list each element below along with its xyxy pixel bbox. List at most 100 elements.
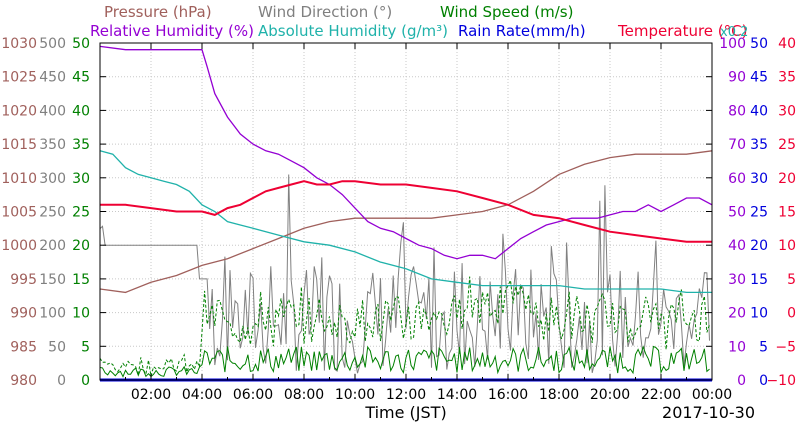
tick-label: 30: [72, 171, 90, 187]
tick-label: 450: [39, 70, 66, 86]
tick-label: 40: [750, 103, 768, 119]
series-temperature-line: [100, 180, 712, 243]
tick-label: 10: [728, 339, 746, 355]
tick-label: 1005: [1, 205, 37, 221]
series-wind-speed-line: [99, 345, 710, 378]
series-pressure-line: [99, 150, 713, 294]
tick-label: 995: [10, 272, 37, 288]
x-axis: 02:00 04:00 06:00 08:00 10:00 12:00 14:00 16:00…: [125, 43, 732, 403]
tick-label: 980: [10, 373, 37, 389]
tick-label: 10: [778, 238, 796, 254]
x-tick-label: 16:00: [488, 387, 528, 403]
tick-label: 20: [778, 171, 796, 187]
tick-label: 0: [787, 306, 796, 322]
tick-label: 0: [57, 373, 66, 389]
legend-entry: Temperature (°C): [617, 22, 747, 40]
tick-label: 100: [719, 36, 746, 52]
tick-label: 150: [39, 272, 66, 288]
tick-label: 35: [750, 137, 768, 153]
tick-label: 30: [728, 272, 746, 288]
tick-label: 15: [778, 205, 796, 221]
x-tick-label: 02:00: [131, 387, 171, 403]
x-tick-label: 04:00: [182, 387, 222, 403]
tick-label: −10: [766, 373, 796, 389]
x-tick-label: 08:00: [284, 387, 324, 403]
legend-entry: Wind Direction (°): [258, 3, 392, 21]
x-tick-label: 00:00: [692, 387, 732, 403]
tick-label: 0: [759, 373, 768, 389]
tick-label: 30: [750, 171, 768, 187]
legend-entry: Rain Rate(mm/h): [458, 22, 586, 40]
series-relative-humidity-line: [99, 45, 713, 260]
x-tick-label: 20:00: [590, 387, 630, 403]
tick-label: 20: [750, 238, 768, 254]
tick-label: 15: [750, 272, 768, 288]
tick-label: 1020: [1, 103, 37, 119]
tick-label: 25: [750, 205, 768, 221]
tick-label: 1000: [1, 238, 37, 254]
tick-label: 250: [39, 205, 66, 221]
tick-label: 0: [81, 373, 90, 389]
tick-label: 90: [728, 70, 746, 86]
tick-label: 10: [72, 306, 90, 322]
tick-label: 5: [81, 339, 90, 355]
tick-label: 5: [787, 272, 796, 288]
tick-label: 35: [72, 137, 90, 153]
tick-label: 50: [728, 205, 746, 221]
tick-label: 985: [10, 339, 37, 355]
tick-label: 30: [778, 103, 796, 119]
tick-label: 500: [39, 36, 66, 52]
tick-label: 5: [759, 339, 768, 355]
tick-label: 80: [728, 103, 746, 119]
tick-label: 40: [778, 36, 796, 52]
tick-label: 400: [39, 103, 66, 119]
tick-label: −5: [775, 339, 796, 355]
tick-label: 45: [72, 70, 90, 86]
right-axes: 0102030405060708090100051015202530354045…: [706, 36, 796, 389]
x-tick-label: 06:00: [233, 387, 273, 403]
legend-entry: Wind Speed (m/s): [440, 3, 573, 21]
x-tick-label: 22:00: [641, 387, 681, 403]
x-axis-label: Time (JST): [364, 403, 446, 422]
legend-entry: Pressure (hPa): [104, 3, 212, 21]
tick-label: 50: [750, 36, 768, 52]
tick-label: 300: [39, 171, 66, 187]
tick-label: 1025: [1, 70, 37, 86]
tick-label: 200: [39, 238, 66, 254]
tick-label: 40: [72, 103, 90, 119]
tick-label: 20: [72, 238, 90, 254]
series-wind-gust-line: [99, 276, 710, 377]
tick-label: 25: [72, 205, 90, 221]
tick-label: 25: [778, 137, 796, 153]
left-axes: 9809859909951000100510101015102010251030…: [1, 36, 106, 389]
x-tick-label: 12:00: [386, 387, 426, 403]
x-tick-label: 10:00: [335, 387, 375, 403]
series-absolute-humidity-line: [99, 150, 712, 294]
tick-label: 10: [750, 306, 768, 322]
date-label: 2017-10-30: [662, 403, 755, 422]
tick-label: 35: [778, 70, 796, 86]
tick-label: 1010: [1, 171, 37, 187]
tick-label: 990: [10, 306, 37, 322]
tick-label: 50: [48, 339, 66, 355]
tick-label: 350: [39, 137, 66, 153]
tick-label: 45: [750, 70, 768, 86]
tick-label: 20: [728, 306, 746, 322]
tick-label: 60: [728, 171, 746, 187]
tick-label: 1015: [1, 137, 37, 153]
tick-label: 70: [728, 137, 746, 153]
tick-label: 1030: [1, 36, 37, 52]
tick-label: 50: [72, 36, 90, 52]
legend-entry: Relative Humidity (%): [90, 22, 254, 40]
tick-label: 15: [72, 272, 90, 288]
tick-label: 0: [737, 373, 746, 389]
x-tick-label: 14:00: [437, 387, 477, 403]
legend: Pressure (hPa) Wind Direction (°) Wind Spe…: [90, 3, 748, 40]
legend-entry: Absolute Humidity (g/m³): [258, 22, 448, 40]
legend-entry: x0.2: [720, 25, 748, 40]
tick-label: 100: [39, 306, 66, 322]
x-tick-label: 18:00: [539, 387, 579, 403]
tick-label: 40: [728, 238, 746, 254]
